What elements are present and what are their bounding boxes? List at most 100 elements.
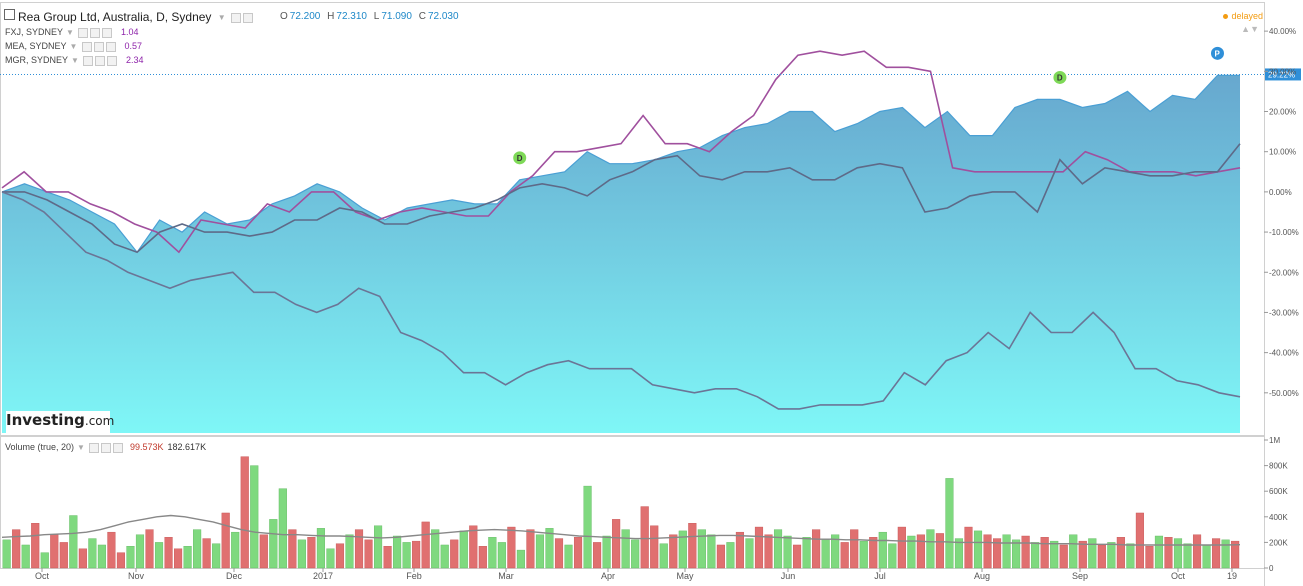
volume-bar [907, 535, 916, 569]
hide-icon[interactable] [243, 12, 254, 23]
volume-indicator-title[interactable]: Volume (true, 20) ▼ 99.573K 182.617K [5, 442, 206, 453]
volume-bar [1078, 540, 1087, 569]
compare-row-fxj[interactable]: FXJ, SYDNEY ▼ 1.04 [5, 27, 139, 38]
volume-bar [650, 525, 659, 569]
event-marker[interactable] [1052, 69, 1068, 85]
volume-bar [459, 530, 468, 569]
close-icon[interactable] [102, 27, 113, 38]
x-tick-label: May [676, 571, 694, 581]
chart-menu-icon[interactable] [4, 9, 15, 23]
compare-value: 2.34 [125, 55, 144, 65]
volume-bar [602, 535, 611, 569]
event-marker[interactable] [1209, 45, 1225, 61]
volume-label: Volume (true, 20) [5, 442, 75, 452]
chevron-down-icon[interactable]: ▼ [69, 42, 78, 52]
delayed-status: delayed [1223, 11, 1263, 21]
volume-bar [754, 526, 764, 569]
volume-bar [897, 526, 906, 569]
volume-bar [640, 506, 649, 569]
volume-bar [421, 521, 430, 569]
volume-bar [116, 552, 125, 569]
volume-bar [564, 544, 573, 569]
volume-bar [697, 529, 706, 569]
volume-bar [1012, 539, 1021, 569]
volume-bar [1097, 544, 1106, 569]
volume-bar [516, 549, 525, 569]
compare-row-mgr[interactable]: MGR, SYDNEY ▼ 2.34 [5, 55, 144, 66]
settings-icon[interactable] [83, 55, 94, 66]
settings-icon[interactable] [89, 442, 100, 453]
volume-bar [497, 542, 506, 569]
status-dot-icon [1223, 14, 1229, 20]
volume-bar [269, 519, 278, 569]
volume-bar [231, 531, 240, 569]
compare-row-mea[interactable]: MEA, SYDNEY ▼ 0.57 [5, 41, 142, 52]
main-series-area [1, 74, 1240, 434]
x-tick-label: Sep [1072, 571, 1088, 581]
x-tick-label: Apr [601, 571, 615, 581]
settings-icon[interactable] [78, 27, 89, 38]
volume-bar [288, 529, 297, 569]
x-tick-label: Oct [35, 571, 50, 581]
volume-bar [12, 529, 21, 569]
volume-bar [31, 523, 40, 569]
symbol-title[interactable]: Rea Group Ltd, Australia, D, Sydney ▼ [18, 10, 254, 24]
volume-bar [793, 544, 802, 569]
ohlc-low-value: 71.090 [381, 11, 412, 22]
chevron-down-icon[interactable]: ▼ [71, 56, 79, 66]
ohlc-low-key: L [373, 11, 380, 22]
volume-bar [1173, 538, 1183, 569]
settings-icon[interactable] [231, 12, 242, 23]
volume-bar [1031, 542, 1040, 569]
volume-bar [973, 530, 983, 569]
event-marker-label: D [517, 154, 523, 163]
volume-bar [916, 534, 925, 569]
volume-bar [926, 529, 935, 569]
volume-bar [364, 539, 373, 569]
logo-brand: Investing [6, 411, 85, 429]
x-tick-label: Jun [781, 571, 796, 581]
close-icon[interactable] [107, 55, 118, 66]
event-marker[interactable] [512, 150, 528, 166]
hide-icon[interactable] [95, 55, 106, 66]
series-line-1 [1, 50, 1241, 254]
chevron-down-icon[interactable]: ▼ [66, 28, 74, 38]
current-value-line: 29.22% [0, 68, 1301, 81]
volume-bar [554, 538, 564, 569]
pane-controls-icon[interactable]: ▲▼ [1241, 24, 1259, 34]
volume-bar [773, 529, 783, 569]
hide-icon[interactable] [90, 27, 101, 38]
ohlc-open-key: O [280, 11, 288, 22]
chevron-down-icon[interactable]: ▼ [77, 443, 85, 453]
volume-bar [1002, 534, 1011, 569]
hide-icon[interactable] [101, 442, 112, 453]
volume-bar [1069, 534, 1078, 569]
volume-bar [612, 519, 621, 569]
volume-tick-label: 0 [1269, 564, 1274, 573]
volume-bar [1154, 535, 1164, 569]
volume-bar [878, 531, 887, 569]
volume-bar [450, 539, 459, 569]
time-axis[interactable]: Oct Nov Dec 2017 Feb Mar Apr May Jun Jul Aug Sep Oct… [35, 568, 1237, 581]
hide-icon[interactable] [93, 41, 104, 52]
chevron-down-icon[interactable]: ▼ [217, 13, 226, 23]
close-icon[interactable] [113, 442, 124, 453]
volume-bar [1021, 535, 1030, 569]
volume-bar [1107, 542, 1116, 569]
current-value-label: 29.22% [1268, 70, 1295, 79]
volume-bar [240, 456, 249, 569]
volume-bar [1145, 546, 1154, 569]
volume-bar [631, 539, 640, 569]
delayed-status-text: delayed [1231, 11, 1263, 21]
volume-bar [869, 537, 878, 569]
volume-bar [488, 537, 497, 569]
price-axis[interactable]: 40.00% 30.00% 20.00% 10.00% 0.00% -10.00% -20.… [1264, 27, 1299, 398]
settings-icon[interactable] [81, 41, 92, 52]
series-area-line [1, 74, 1240, 254]
volume-tick-label: 400K [1269, 513, 1288, 522]
event-markers[interactable]: D D P [512, 45, 1225, 166]
close-icon[interactable] [105, 41, 116, 52]
ohlc-close-key: C [418, 11, 426, 22]
compare-series-lines [1, 50, 1241, 410]
